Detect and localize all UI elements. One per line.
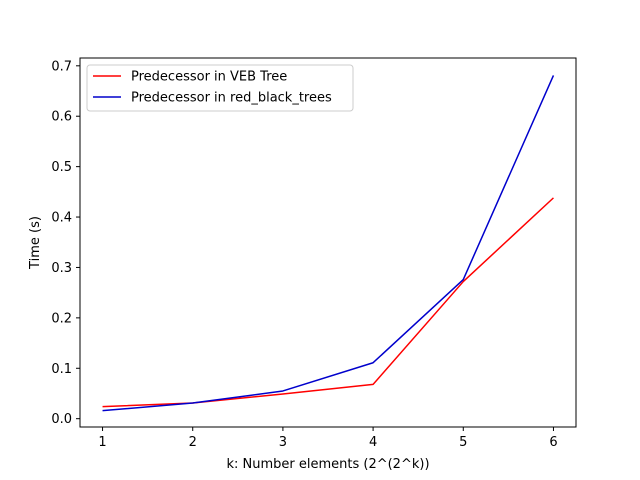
y-axis-label: Time (s) — [28, 216, 43, 270]
plot-area — [79, 57, 577, 428]
legend-box — [86, 64, 354, 112]
legend-label-1: Predecessor in VEB Tree — [131, 70, 287, 85]
series-line-2 — [102, 75, 555, 412]
x-axis-label: k: Number elements (2^(2^k)) — [226, 457, 429, 472]
y-tick-label: 0.4 — [51, 211, 72, 226]
y-tick-label: 0.3 — [51, 261, 72, 276]
legend: Predecessor in VEB Tree Predecessor in re… — [86, 64, 354, 112]
x-tick-label: 6 — [549, 435, 557, 450]
x-tick-label: 3 — [279, 435, 287, 450]
y-tick-label: 0.7 — [51, 59, 72, 74]
y-tick-label: 0.5 — [51, 160, 72, 175]
series-lines — [102, 75, 555, 412]
x-axis: 1 2 3 4 5 6 — [98, 427, 558, 450]
x-tick-label: 1 — [98, 435, 106, 450]
x-tick-label: 5 — [459, 435, 467, 450]
y-axis: 0.0 0.1 0.2 0.3 0.4 0.5 0.6 0.7 — [51, 59, 80, 427]
y-tick-label: 0.6 — [51, 110, 72, 125]
x-tick-label: 2 — [189, 435, 197, 450]
y-tick-label: 0.2 — [51, 311, 72, 326]
y-tick-label: 0.0 — [51, 412, 72, 427]
x-tick-label: 4 — [369, 435, 377, 450]
y-tick-label: 0.1 — [51, 362, 72, 377]
legend-label-2: Predecessor in red_black_trees — [131, 91, 332, 106]
